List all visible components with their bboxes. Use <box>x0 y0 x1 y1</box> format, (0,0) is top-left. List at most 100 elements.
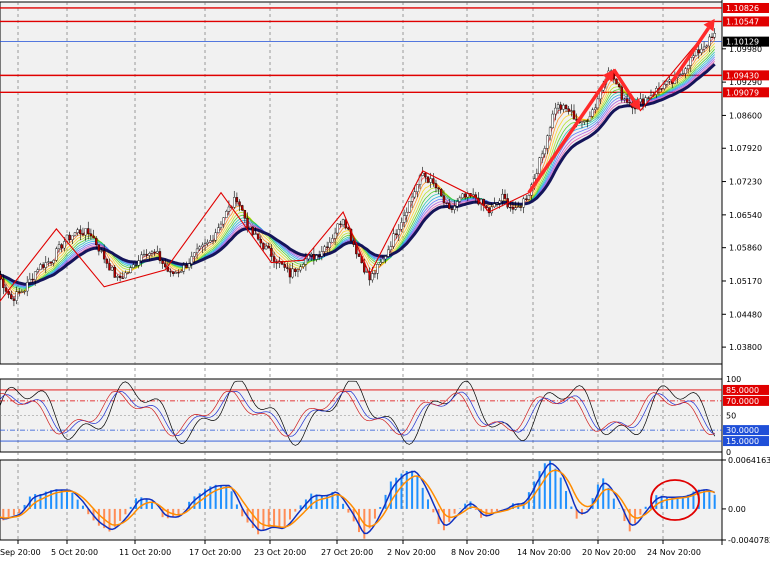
candle-body <box>435 184 437 188</box>
candle-body <box>448 203 450 209</box>
macd-bar <box>422 488 424 509</box>
macd-bar <box>645 507 647 509</box>
macd-bar <box>337 494 339 509</box>
candle-body <box>695 50 697 56</box>
candle-body <box>568 109 570 112</box>
candle-body <box>241 205 243 210</box>
candle-body <box>690 57 692 65</box>
macd-bar <box>379 507 381 509</box>
price-axis-label: 1.03800 <box>729 343 762 352</box>
candle-body <box>382 259 384 262</box>
candle-body <box>151 252 153 253</box>
candle-body <box>400 222 402 229</box>
candle-body <box>135 265 137 266</box>
candle-body <box>254 234 256 235</box>
candle-body <box>154 252 156 253</box>
candle-body <box>395 234 397 235</box>
macd-bar <box>496 509 498 511</box>
macd-bar <box>321 496 323 509</box>
candle-body <box>164 264 166 267</box>
candle-body <box>172 272 174 274</box>
candle-body <box>116 276 118 277</box>
macd-bar <box>273 509 275 527</box>
candle-body <box>260 239 262 243</box>
candle-body <box>679 75 681 76</box>
candle-body <box>29 279 31 282</box>
stochastic-badge-label: 30.0000 <box>726 426 759 435</box>
candle-body <box>586 121 588 122</box>
time-axis-label: Sep 20:00 <box>0 548 41 557</box>
candle-body <box>430 179 432 183</box>
macd-bar <box>289 509 291 520</box>
candle-body <box>294 269 296 272</box>
macd-bar <box>215 485 217 509</box>
macd-bar <box>416 476 418 508</box>
candle-body <box>682 74 684 75</box>
macd-bar <box>77 500 79 509</box>
candle-body <box>517 207 519 208</box>
candle-body <box>292 269 294 277</box>
candle-body <box>286 268 288 269</box>
candle-body <box>416 185 418 192</box>
candle-body <box>459 198 461 202</box>
macd-bar <box>682 497 684 509</box>
candle-body <box>268 246 270 248</box>
candle-body <box>175 272 177 273</box>
candle-body <box>249 227 251 228</box>
candle-body <box>103 251 105 259</box>
candle-body <box>53 260 55 263</box>
candle-body <box>21 292 23 293</box>
candle-body <box>18 292 20 293</box>
macd-bar <box>390 481 392 508</box>
macd-bar <box>475 509 477 510</box>
macd-bar <box>284 509 286 526</box>
candle-body <box>289 269 291 277</box>
candle-body <box>270 248 272 256</box>
candle-body <box>217 228 219 233</box>
candle-body <box>446 203 448 204</box>
candle-body <box>212 240 214 241</box>
candle-body <box>581 122 583 123</box>
candle-body <box>499 201 501 203</box>
macd-bar <box>278 509 280 529</box>
macd-bar <box>61 490 63 509</box>
candle-body <box>37 270 39 272</box>
candle-body <box>326 247 328 248</box>
candle-body <box>584 121 586 122</box>
candle-body <box>32 279 34 280</box>
candle-body <box>462 194 464 198</box>
candle-body <box>108 263 110 270</box>
macd-bar <box>294 509 296 512</box>
candle-body <box>342 220 344 225</box>
candle-body <box>528 195 530 199</box>
macd-bar <box>634 509 636 524</box>
candle-body <box>308 255 310 259</box>
candle-body <box>496 203 498 204</box>
candle-body <box>501 194 503 201</box>
candle-body <box>403 216 405 223</box>
candle-body <box>252 227 254 235</box>
macd-bar <box>225 486 227 509</box>
price-badge-label: 1.09430 <box>726 71 759 80</box>
candle-body <box>204 244 206 245</box>
price-badge-label: 1.10826 <box>726 4 759 13</box>
candle-body <box>262 243 264 249</box>
candle-body <box>438 188 440 189</box>
macd-axis-label: 0.00 <box>728 505 746 514</box>
macd-bar <box>13 509 15 515</box>
candle-body <box>143 254 145 255</box>
candle-body <box>554 108 556 114</box>
macd-bar <box>586 509 588 510</box>
candle-body <box>371 274 373 280</box>
price-axis-label: 1.06540 <box>729 211 762 220</box>
candle-body <box>379 262 381 264</box>
candle-body <box>188 264 190 268</box>
candle-body <box>193 253 195 257</box>
price-badge-label: 1.10547 <box>726 17 759 26</box>
macd-bar <box>549 461 551 509</box>
macd-bar <box>565 491 567 509</box>
candle-body <box>385 256 387 259</box>
candle-body <box>539 158 541 174</box>
candle-body <box>305 259 307 264</box>
